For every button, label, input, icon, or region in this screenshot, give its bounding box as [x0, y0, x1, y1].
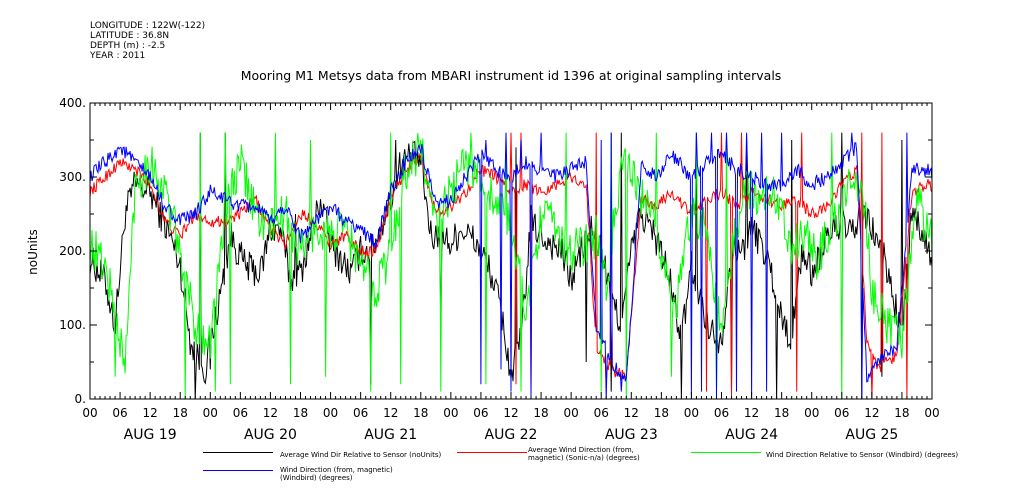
x-tick-label: 00 — [684, 406, 699, 420]
x-tick-label: 18 — [774, 406, 789, 420]
x-day-label: AUG 23 — [605, 427, 658, 443]
meta-depth: DEPTH (m) : -2.5 — [90, 41, 166, 51]
x-tick-label: 18 — [654, 406, 669, 420]
x-tick-label: 12 — [624, 406, 639, 420]
legend-swatch-blue — [203, 470, 273, 471]
x-tick-label: 18 — [413, 406, 428, 420]
x-day-label: AUG 25 — [845, 427, 898, 443]
series-line — [89, 132, 933, 400]
x-tick-label: 06 — [834, 406, 849, 420]
x-tick-label: 00 — [82, 406, 97, 420]
x-tick-label: 06 — [233, 406, 248, 420]
x-tick-label: 00 — [924, 406, 939, 420]
x-tick-label: 18 — [533, 406, 548, 420]
y-tick-label: 300. — [59, 170, 86, 184]
x-tick-label: 00 — [323, 406, 338, 420]
y-axis-label: noUnits — [26, 229, 40, 275]
axes-layer: 00 06 12 18 00 06 12 18 00 06 12 18 00 06 12 18 00 06 12 18… — [59, 96, 939, 443]
legend-label-red: Average Wind Direction (from, magnetic) … — [528, 446, 640, 462]
meta-year: YEAR : 2011 — [90, 51, 146, 61]
x-tick-label: 12 — [263, 406, 278, 420]
x-day-label: AUG 20 — [244, 427, 297, 443]
x-tick-label: 00 — [443, 406, 458, 420]
y-tick-label: 200. — [59, 244, 86, 258]
x-tick-label: 06 — [112, 406, 127, 420]
y-tick-label: 400. — [59, 96, 86, 110]
series-line — [89, 132, 933, 400]
x-tick-label: 06 — [473, 406, 488, 420]
x-tick-label: 18 — [894, 406, 909, 420]
x-day-label: AUG 19 — [124, 427, 177, 443]
series-line — [89, 132, 933, 400]
x-day-label: AUG 21 — [364, 427, 417, 443]
x-tick-label: 18 — [293, 406, 308, 420]
legend-label-green: Wind Direction Relative to Sensor (Windb… — [766, 451, 959, 459]
legend-label-blue: Wind Direction (from, magnetic) (Windbir… — [280, 466, 393, 482]
x-tick-label: 00 — [804, 406, 819, 420]
x-tick-label: 18 — [173, 406, 188, 420]
x-tick-label: 12 — [143, 406, 158, 420]
x-tick-label: 00 — [564, 406, 579, 420]
x-tick-label: 06 — [714, 406, 729, 420]
x-tick-label: 12 — [744, 406, 759, 420]
legend-swatch-black — [203, 452, 273, 453]
x-tick-label: 00 — [203, 406, 218, 420]
meta-latitude: LATITUDE : 36.8N — [90, 31, 170, 41]
y-tick-label: 100. — [59, 318, 86, 332]
x-tick-label: 12 — [383, 406, 398, 420]
legend-swatch-green — [691, 452, 761, 453]
x-tick-label: 12 — [503, 406, 518, 420]
meta-longitude: LONGITUDE : 122W(-122) — [90, 21, 206, 31]
x-tick-label: 06 — [353, 406, 368, 420]
x-tick-label: 12 — [864, 406, 879, 420]
y-tick-label: 0. — [75, 392, 86, 406]
x-day-label: AUG 22 — [485, 427, 538, 443]
chart-title: Mooring M1 Metsys data from MBARI instru… — [240, 68, 782, 83]
series-layer — [89, 132, 933, 400]
legend-label-black: Average Wind Dir Relative to Sensor (noU… — [280, 451, 442, 459]
legend-swatch-red — [457, 452, 527, 453]
x-tick-label: 06 — [594, 406, 609, 420]
x-day-label: AUG 24 — [725, 427, 778, 443]
